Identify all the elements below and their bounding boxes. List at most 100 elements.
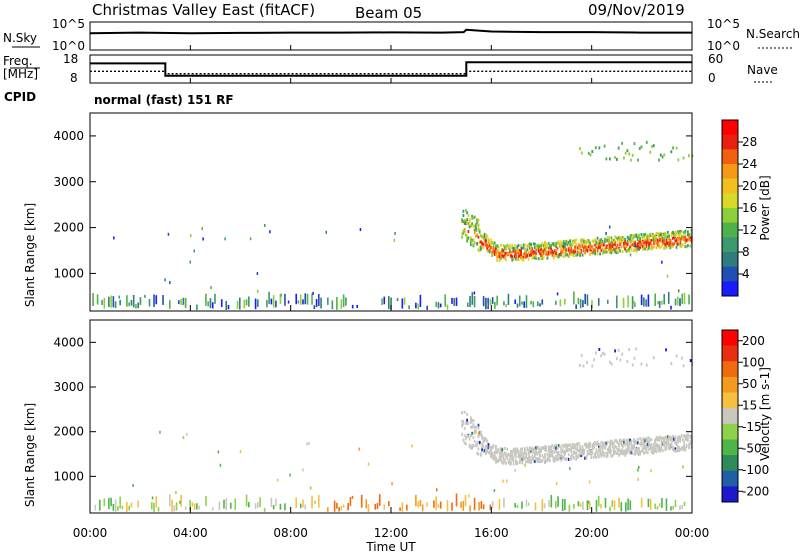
velocity-echo-cell xyxy=(511,456,514,460)
power-echo-cell xyxy=(533,242,536,246)
power-colorbar-tick-label: 4 xyxy=(742,267,750,281)
velocity-echo-cell xyxy=(570,457,573,461)
velocity-echo-cell xyxy=(619,358,622,362)
power-echo-cell xyxy=(210,286,212,290)
power-echo-cell xyxy=(227,305,230,310)
power-echo-cell xyxy=(600,248,603,252)
power-echo-cell xyxy=(545,252,548,256)
velocity-echo-cell xyxy=(624,453,627,457)
velocity-echo-cell xyxy=(503,497,505,508)
velocity-echo-cell xyxy=(360,494,363,508)
velocity-echo-cell xyxy=(557,450,560,454)
velocity-echo-cell xyxy=(582,449,585,453)
velocity-echo-cell xyxy=(417,501,419,508)
velocity-echo-cell xyxy=(155,496,158,508)
power-echo-cell xyxy=(513,250,516,254)
velocity-echo-cell xyxy=(218,501,221,511)
power-echo-cell xyxy=(541,241,544,245)
velocity-echo-cell xyxy=(466,418,469,422)
velocity-echo-cell xyxy=(495,450,497,454)
velocity-echo-cell xyxy=(643,437,645,441)
velocity-echo-cell xyxy=(543,503,546,509)
velocity-echo-cell xyxy=(618,443,620,447)
power-echo-cell xyxy=(511,243,514,247)
power-echo-cell xyxy=(670,242,673,246)
velocity-echo-cell xyxy=(636,447,639,451)
velocity-echo-cell xyxy=(649,498,652,510)
power-echo-cell xyxy=(476,220,479,224)
power-echo-cell xyxy=(635,233,638,237)
noise-right-tick-bottom: 10^0 xyxy=(707,39,740,53)
velocity-echo-cell xyxy=(649,447,652,451)
power-echo-cell xyxy=(351,304,354,309)
power-echo-cell xyxy=(559,245,561,249)
power-echo-cell xyxy=(606,299,609,304)
power-echo-cell xyxy=(555,252,558,256)
power-echo-cell xyxy=(648,246,650,250)
velocity-echo-cell xyxy=(621,352,624,356)
power-echo-cell xyxy=(270,298,273,305)
velocity-echo-cell xyxy=(546,452,549,456)
power-echo-cell xyxy=(312,291,314,295)
power-colorbar-swatch xyxy=(722,281,738,297)
power-echo-cell xyxy=(629,245,632,249)
velocity-echo-cell xyxy=(478,431,480,435)
velocity-echo-cell xyxy=(600,354,602,358)
power-echo-cell xyxy=(225,300,228,311)
velocity-echo-cell xyxy=(470,420,472,424)
power-echo-cell xyxy=(664,231,667,235)
power-echo-cell xyxy=(476,241,479,245)
velocity-echo-cell xyxy=(676,449,679,453)
power-echo-cell xyxy=(576,250,579,254)
power-colorbar-swatch xyxy=(722,178,738,194)
velocity-echo-cell xyxy=(637,468,639,472)
power-echo-cell xyxy=(495,250,497,254)
power-echo-cell xyxy=(633,142,636,146)
power-echo-cell xyxy=(567,240,570,244)
power-echo-cell xyxy=(569,239,571,243)
velocity-echo-cell xyxy=(597,495,600,507)
velocity-echo-cell xyxy=(611,453,614,457)
power-echo-cell xyxy=(201,227,203,231)
velocity-echo-cell xyxy=(678,435,681,439)
power-echo-cell xyxy=(256,289,259,293)
power-echo-cell xyxy=(601,243,604,247)
velocity-echo-cell xyxy=(544,445,546,449)
power-echo-cell xyxy=(636,247,639,251)
velocity-echo-cell xyxy=(128,505,130,511)
power-echo-cell xyxy=(473,291,476,295)
velocity-echo-cell xyxy=(205,496,207,506)
velocity-colorbar-label: Velocity [m s-1] xyxy=(758,367,772,461)
velocity-echo-cell xyxy=(508,454,511,458)
velocity-echo-cell xyxy=(661,442,664,446)
power-echo-cell xyxy=(643,233,645,237)
power-echo-cell xyxy=(651,235,654,239)
power-echo-cell xyxy=(601,251,604,255)
power-echo-cell xyxy=(585,240,588,244)
velocity-echo-cell xyxy=(564,457,566,461)
power-echo-cell xyxy=(547,241,550,245)
velocity-echo-cell xyxy=(473,425,476,429)
power-echo-cell xyxy=(496,244,499,248)
power-echo-cell xyxy=(249,237,252,241)
velocity-echo-cell xyxy=(614,445,617,449)
power-echo-cell xyxy=(623,245,625,249)
power-echo-cell xyxy=(653,242,655,246)
power-echo-cell xyxy=(128,302,130,307)
power-echo-cell xyxy=(525,295,528,308)
velocity-echo-cell xyxy=(659,446,662,450)
power-echo-cell xyxy=(575,253,578,257)
velocity-echo-cell xyxy=(685,437,688,441)
velocity-echo-cell xyxy=(225,498,228,511)
velocity-echo-cell xyxy=(419,499,422,507)
velocity-echo-cell xyxy=(538,458,541,462)
velocity-echo-cell xyxy=(475,425,477,429)
velocity-echo-cell xyxy=(477,452,480,456)
power-echo-cell xyxy=(468,220,471,224)
power-echo-cell xyxy=(604,240,607,244)
velocity-colorbar-swatch xyxy=(722,455,738,472)
power-echo-cell xyxy=(401,298,404,309)
velocity-echo-cell xyxy=(130,502,133,508)
velocity-echo-cell xyxy=(576,442,579,446)
